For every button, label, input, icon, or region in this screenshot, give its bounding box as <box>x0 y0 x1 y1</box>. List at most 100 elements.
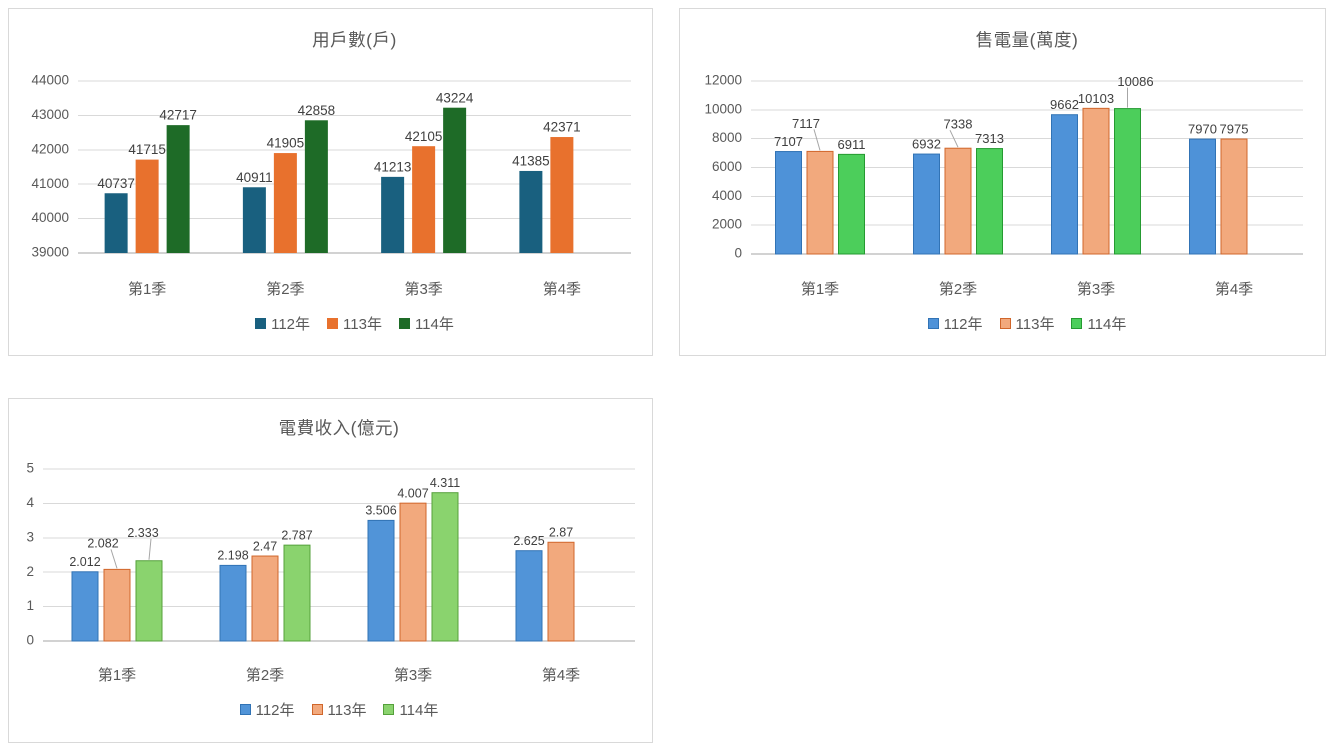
chart-canvas: 0 2000 4000 6000 8000 10000 12000 第1季 第2季 第3季 第4季 7… <box>704 73 1303 298</box>
bar-112年-第1季 <box>71 571 99 642</box>
y-tick-label: 10000 <box>704 101 742 116</box>
value-label: 2.012 <box>69 555 100 569</box>
legend-item-112年: 112年 <box>239 699 295 720</box>
label-leader-line <box>148 538 152 560</box>
label-leader-line <box>813 129 821 151</box>
value-label: 2.625 <box>513 534 544 548</box>
y-tick-label: 5 <box>26 461 34 476</box>
legend-label: 114年 <box>414 315 454 333</box>
legend-label: 112年 <box>271 315 311 333</box>
category-label: 第4季 <box>543 280 581 298</box>
legend-marker <box>999 317 1011 329</box>
legend-marker <box>239 703 251 715</box>
bar-114年-第3季 <box>443 107 467 253</box>
y-tick-label: 3 <box>26 529 34 544</box>
electricity-sales-chart-panel: 售電量(萬度) 0 2000 4000 6000 8000 10000 12000 第1季 第2… <box>679 8 1326 356</box>
y-tick-label: 0 <box>26 633 34 648</box>
chart-legend: 112年 113年 114年 <box>43 699 635 719</box>
category-label: 第2季 <box>266 280 304 298</box>
value-label: 41715 <box>128 142 166 157</box>
bar-114年-第2季 <box>976 148 1003 255</box>
y-tick-label: 4 <box>26 495 34 510</box>
category-label: 第3季 <box>394 666 432 684</box>
chart-canvas: 0 1 2 3 4 5 第1季 第2季 第3季 第4季 2.012 2.198 3.506 2.625 2.… <box>26 461 635 684</box>
bar-114年-第1季 <box>838 153 865 255</box>
legend-item-113年: 113年 <box>311 699 366 720</box>
bar-112年-第1季 <box>104 193 128 253</box>
legend-item-113年: 113年 <box>327 313 382 334</box>
value-label: 4.007 <box>397 486 428 500</box>
legend-label: 114年 <box>1087 315 1127 333</box>
value-label: 2.198 <box>217 549 248 563</box>
value-label: 41213 <box>374 159 412 174</box>
value-label: 10086 <box>1117 74 1153 89</box>
revenue-chart-panel: 電費收入(億元) 0 1 2 3 4 5 第1季 第2季 第3季 第4季 2.012 2.198 3.5… <box>8 398 653 743</box>
value-label: 2.87 <box>549 526 573 540</box>
y-tick-label: 12000 <box>704 73 742 88</box>
value-label: 7970 <box>1188 122 1217 137</box>
legend-marker <box>311 703 323 715</box>
bar-113年-第3季 <box>399 502 427 642</box>
legend-item-112年: 112年 <box>255 313 310 334</box>
legend-label: 114年 <box>399 701 439 719</box>
bar-114年-第3季 <box>1114 108 1141 255</box>
chart-canvas: 39000 40000 41000 42000 43000 44000 第1季 第2季 第3季 第… <box>31 73 631 298</box>
y-tick-label: 8000 <box>712 130 742 145</box>
legend-marker <box>927 317 939 329</box>
chart-legend: 112年 113年 114年 <box>751 313 1303 333</box>
legend-marker <box>1071 317 1083 329</box>
bar-112年-第4季 <box>519 170 543 253</box>
y-tick-label: 40000 <box>31 210 69 225</box>
value-label: 42858 <box>298 103 336 118</box>
value-label: 2.082 <box>87 537 118 551</box>
legend-label: 112年 <box>255 701 295 719</box>
y-tick-label: 0 <box>734 246 742 261</box>
legend-label: 113年 <box>343 315 382 333</box>
legend-label: 112年 <box>943 315 983 333</box>
category-label: 第4季 <box>1215 280 1253 298</box>
bar-112年-第2季 <box>242 187 266 253</box>
bar-112年-第4季 <box>1189 138 1216 255</box>
category-label: 第4季 <box>542 666 580 684</box>
value-label: 42105 <box>405 129 443 144</box>
legend-item-114年: 114年 <box>398 313 454 334</box>
legend-item-114年: 114年 <box>1071 313 1126 334</box>
legend-item-114年: 114年 <box>383 699 438 720</box>
category-label: 第3季 <box>1077 280 1115 298</box>
value-label: 40737 <box>97 176 135 191</box>
bar-113年-第2季 <box>944 147 972 255</box>
category-label: 第1季 <box>128 280 166 298</box>
y-tick-label: 4000 <box>712 188 742 203</box>
bar-113年-第1季 <box>806 150 834 255</box>
y-tick-label: 42000 <box>31 141 69 156</box>
bar-112年-第3季 <box>381 176 405 253</box>
category-label: 第1季 <box>801 280 839 298</box>
bar-113年-第4季 <box>1220 138 1248 255</box>
bar-113年-第3季 <box>412 146 436 253</box>
value-label: 7117 <box>792 116 820 131</box>
value-label: 9662 <box>1050 97 1079 112</box>
category-label: 第2季 <box>246 666 284 684</box>
bar-113年-第1季 <box>135 159 159 253</box>
bar-112年-第2季 <box>219 564 247 642</box>
chart-title: 售電量(萬度) <box>975 30 1079 50</box>
legend-marker <box>398 317 410 329</box>
chart-title: 電費收入(億元) <box>278 418 400 438</box>
y-tick-label: 2000 <box>712 217 742 232</box>
chart-legend: 112年 113年 114年 <box>78 313 631 333</box>
value-label: 42371 <box>543 120 581 135</box>
bar-113年-第4季 <box>550 137 574 253</box>
legend-item-113年: 113年 <box>999 313 1054 334</box>
value-label: 7338 <box>944 117 973 132</box>
bar-114年-第1季 <box>135 560 163 642</box>
bar-114年-第2季 <box>304 120 328 254</box>
bar-113年-第2季 <box>251 555 279 642</box>
category-label: 第1季 <box>98 666 136 684</box>
bar-114年-第1季 <box>166 125 190 253</box>
value-label: 41385 <box>512 154 550 169</box>
user-count-chart-panel: 用戶數(戶) 39000 40000 41000 42000 43000 44000 第1季… <box>8 8 653 356</box>
value-label: 7975 <box>1220 121 1249 136</box>
label-leader-line <box>949 129 959 148</box>
bar-112年-第4季 <box>515 550 543 642</box>
